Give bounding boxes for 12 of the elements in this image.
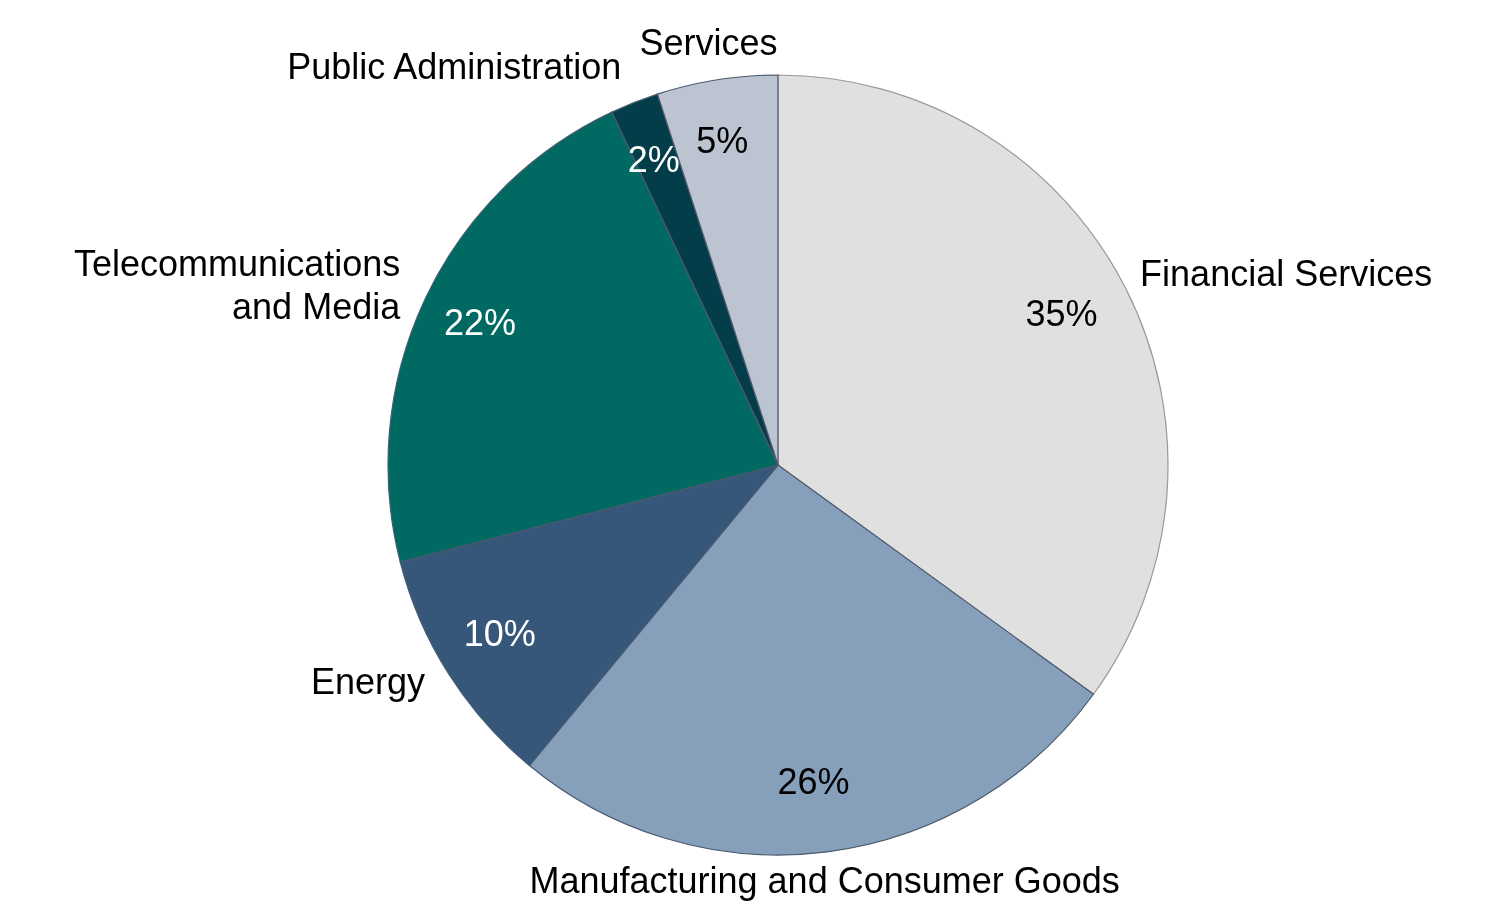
data-label: 35% — [1025, 292, 1098, 334]
data-label: 22% — [444, 301, 517, 343]
data-label: 10% — [463, 612, 536, 654]
slice-label: Manufacturing and Consumer Goods — [529, 859, 1120, 901]
data-label: 5% — [696, 119, 749, 161]
data-label: 26% — [777, 760, 850, 802]
slice-label: Energy — [311, 660, 426, 702]
data-label: 2% — [627, 138, 680, 180]
slice-label: Telecommunications and Media — [74, 242, 402, 327]
slice-label: Financial Services — [1140, 252, 1433, 294]
slice-label: Services — [639, 21, 778, 63]
slice-label: Public Administration — [287, 45, 622, 87]
